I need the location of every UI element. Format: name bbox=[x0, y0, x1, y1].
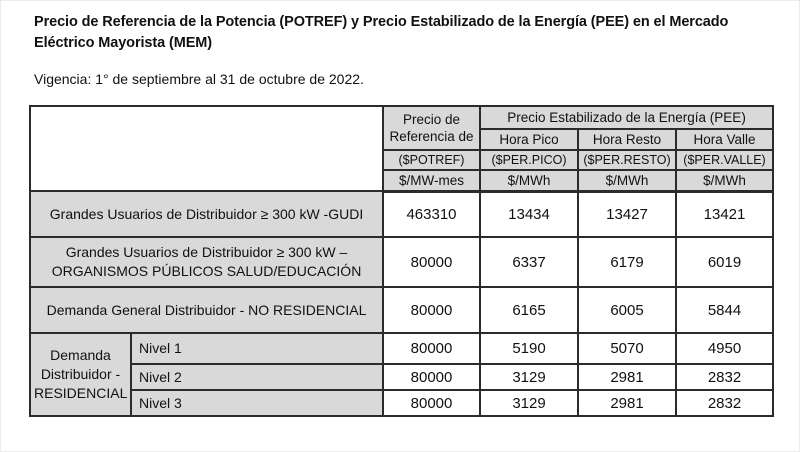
value-cell: 6165 bbox=[479, 286, 579, 334]
potref-column-header: Precio de Referencia de bbox=[382, 105, 481, 151]
value-cell: 80000 bbox=[382, 363, 481, 391]
table-row-nivel-2: Nivel 2 80000 3129 2981 2832 bbox=[30, 363, 775, 391]
value-cell: 2832 bbox=[674, 389, 775, 417]
header-row-3: ($POTREF) ($PER.PICO) ($PER.RESTO) ($PER… bbox=[30, 149, 775, 171]
value-cell: 13421 bbox=[674, 190, 775, 238]
header-row-1: Precio de Referencia de Precio Estabiliz… bbox=[29, 105, 775, 192]
value-cell: 13434 bbox=[479, 190, 579, 238]
value-cell: 6179 bbox=[577, 236, 677, 288]
value-cell: 6337 bbox=[479, 236, 579, 288]
value-cell: 3129 bbox=[479, 363, 579, 391]
value-cell: 80000 bbox=[382, 389, 481, 417]
table-row-nivel-3: Nivel 3 80000 3129 2981 2832 bbox=[30, 389, 775, 417]
table-row-no-residencial: Demanda General Distribuidor - NO RESIDE… bbox=[29, 286, 775, 334]
value-cell: 3129 bbox=[479, 389, 579, 417]
value-cell: 6005 bbox=[577, 286, 677, 334]
row-label: Grandes Usuarios de Distribuidor ≥ 300 k… bbox=[29, 190, 384, 238]
row-label: Grandes Usuarios de Distribuidor ≥ 300 k… bbox=[29, 236, 384, 288]
hora-pico-header: Hora Pico bbox=[479, 128, 579, 151]
resto-unit-header: $/MWh bbox=[577, 169, 677, 193]
value-cell: 80000 bbox=[382, 236, 481, 288]
vigencia-text: Vigencia: 1° de septiembre al 31 de octu… bbox=[34, 71, 364, 87]
document-body: Precio de Referencia de la Potencia (POT… bbox=[29, 14, 775, 417]
header-empty-cell bbox=[29, 105, 384, 192]
nivel-label: Nivel 1 bbox=[130, 332, 384, 365]
nivel-label: Nivel 2 bbox=[130, 363, 384, 391]
page-title: Precio de Referencia de la Potencia (POT… bbox=[34, 14, 729, 51]
resto-code-header: ($PER.RESTO) bbox=[577, 149, 677, 171]
value-cell: 5844 bbox=[674, 286, 775, 334]
hora-valle-header: Hora Valle bbox=[674, 128, 775, 151]
value-cell: 2981 bbox=[577, 363, 677, 391]
residencial-group-label: Demanda Distribuidor - RESIDENCIAL bbox=[29, 332, 132, 417]
table-row-gudi: Grandes Usuarios de Distribuidor ≥ 300 k… bbox=[29, 190, 775, 238]
value-cell: 80000 bbox=[382, 286, 481, 334]
pico-code-header: ($PER.PICO) bbox=[479, 149, 579, 171]
value-cell: 80000 bbox=[382, 332, 481, 365]
table-row-organismos: Grandes Usuarios de Distribuidor ≥ 300 k… bbox=[29, 236, 775, 288]
table-row-nivel-1: Demanda Distribuidor - RESIDENCIAL Nivel… bbox=[29, 332, 775, 417]
potref-code-header: ($POTREF) bbox=[382, 149, 481, 171]
value-cell: 463310 bbox=[382, 190, 481, 238]
value-cell: 2832 bbox=[674, 363, 775, 391]
header-row-units: $/MW-mes $/MWh $/MWh $/MWh bbox=[30, 169, 775, 193]
potref-unit-header: $/MW-mes bbox=[382, 169, 481, 193]
valle-unit-header: $/MWh bbox=[674, 169, 775, 193]
value-cell: 2981 bbox=[577, 389, 677, 417]
header-row-2: Hora Pico Hora Resto Hora Valle bbox=[30, 128, 775, 151]
value-cell: 13427 bbox=[577, 190, 677, 238]
hora-resto-header: Hora Resto bbox=[577, 128, 677, 151]
value-cell: 5070 bbox=[577, 332, 677, 365]
pico-unit-header: $/MWh bbox=[479, 169, 579, 193]
price-table: Precio de Referencia de Precio Estabiliz… bbox=[29, 105, 775, 417]
valle-code-header: ($PER.VALLE) bbox=[674, 149, 775, 171]
value-cell: 4950 bbox=[674, 332, 775, 365]
pee-group-header: Precio Estabilizado de la Energía (PEE) bbox=[478, 105, 775, 130]
value-cell: 5190 bbox=[479, 332, 579, 365]
nivel-label: Nivel 3 bbox=[130, 389, 384, 417]
row-label: Demanda General Distribuidor - NO RESIDE… bbox=[29, 286, 384, 334]
value-cell: 6019 bbox=[674, 236, 775, 288]
